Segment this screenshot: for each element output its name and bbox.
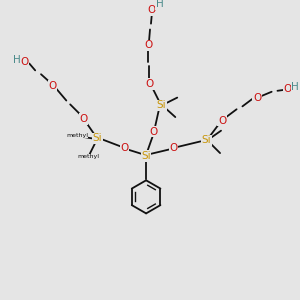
Text: methyl: methyl	[78, 154, 100, 160]
Text: O: O	[146, 79, 154, 89]
Text: O: O	[218, 116, 226, 126]
Text: O: O	[253, 93, 261, 103]
Text: O: O	[148, 5, 156, 15]
Text: O: O	[169, 143, 178, 153]
Text: H: H	[13, 55, 21, 65]
Text: O: O	[150, 127, 158, 137]
Text: Si: Si	[157, 100, 166, 110]
Text: O: O	[283, 84, 291, 94]
Text: O: O	[49, 81, 57, 91]
Text: O: O	[20, 57, 28, 67]
Text: H: H	[291, 82, 299, 92]
Text: O: O	[144, 40, 152, 50]
Text: Si: Si	[202, 135, 211, 146]
Text: O: O	[80, 114, 88, 124]
Text: H: H	[156, 0, 164, 9]
Text: Si: Si	[141, 151, 151, 161]
Text: O: O	[121, 143, 129, 153]
Text: methyl: methyl	[66, 133, 88, 138]
Text: Si: Si	[93, 134, 102, 143]
